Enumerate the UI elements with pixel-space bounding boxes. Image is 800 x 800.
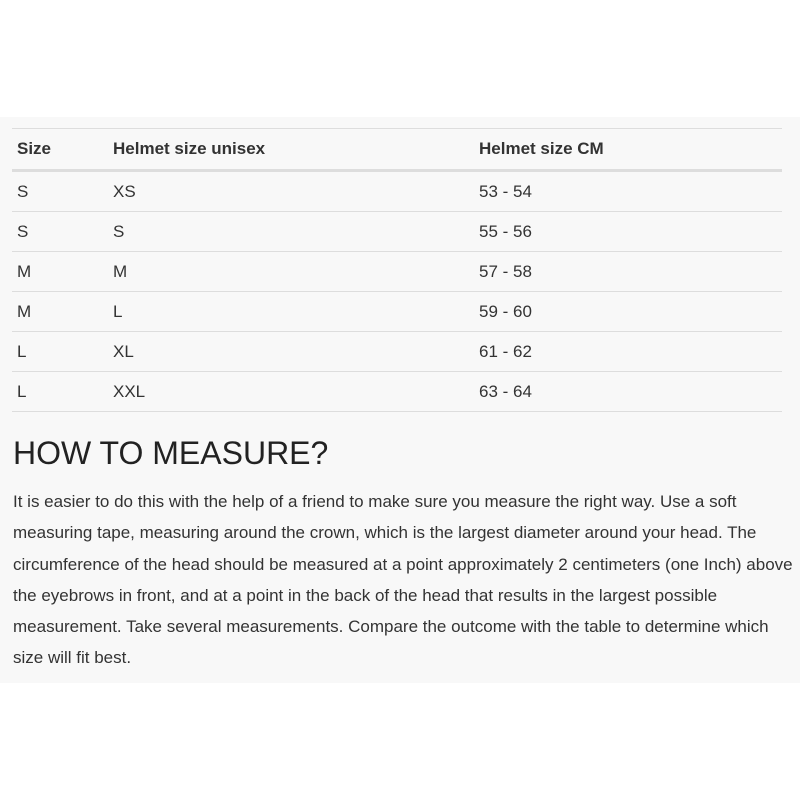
cell-helmet-size: XS bbox=[108, 170, 474, 212]
cell-helmet-size: M bbox=[108, 251, 474, 292]
cell-size: L bbox=[12, 331, 108, 372]
header-size: Size bbox=[12, 128, 108, 172]
size-guide-panel: Size Helmet size unisex Helmet size CM S… bbox=[0, 117, 800, 683]
table-row: S XS 53 - 54 bbox=[12, 170, 782, 212]
cell-size: M bbox=[12, 291, 108, 332]
cell-size: M bbox=[12, 251, 108, 292]
cell-size: S bbox=[12, 170, 108, 212]
cell-helmet-size: S bbox=[108, 211, 474, 252]
cell-helmet-size: XL bbox=[108, 331, 474, 372]
cell-cm: 63 - 64 bbox=[474, 371, 782, 412]
size-table: Size Helmet size unisex Helmet size CM S… bbox=[12, 128, 782, 412]
cell-helmet-size: L bbox=[108, 291, 474, 332]
cell-size: S bbox=[12, 211, 108, 252]
table-row: L XL 61 - 62 bbox=[12, 331, 782, 372]
table-header-row: Size Helmet size unisex Helmet size CM bbox=[12, 128, 782, 172]
cell-cm: 53 - 54 bbox=[474, 170, 782, 212]
cell-cm: 57 - 58 bbox=[474, 251, 782, 292]
header-helmet-size-cm: Helmet size CM bbox=[474, 128, 782, 172]
header-helmet-size-unisex: Helmet size unisex bbox=[108, 128, 474, 172]
cell-cm: 59 - 60 bbox=[474, 291, 782, 332]
cell-helmet-size: XXL bbox=[108, 371, 474, 412]
table-row: L XXL 63 - 64 bbox=[12, 371, 782, 412]
cell-cm: 61 - 62 bbox=[474, 331, 782, 372]
how-to-measure-text: It is easier to do this with the help of… bbox=[13, 492, 793, 668]
cell-size: L bbox=[12, 371, 108, 412]
cell-cm: 55 - 56 bbox=[474, 211, 782, 252]
table-row: M L 59 - 60 bbox=[12, 291, 782, 332]
table-row: M M 57 - 58 bbox=[12, 251, 782, 292]
table-row: S S 55 - 56 bbox=[12, 211, 782, 252]
how-to-measure-heading: HOW TO MEASURE? bbox=[13, 435, 329, 471]
